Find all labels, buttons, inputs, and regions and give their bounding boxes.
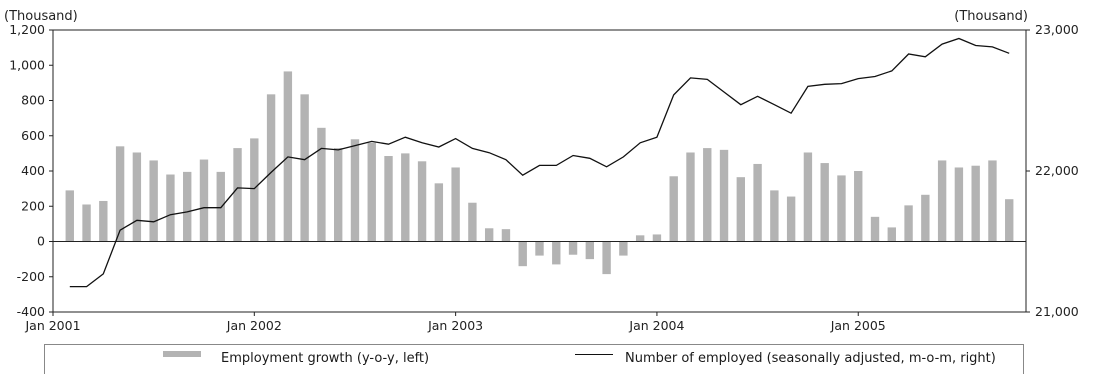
employment-growth-bar: [619, 241, 628, 256]
left-tick-label: -400: [17, 304, 45, 319]
right-tick-label: 23,000: [1035, 22, 1079, 37]
left-tick-label: 0: [37, 234, 45, 249]
employment-growth-bar: [199, 159, 209, 242]
employment-growth-bar: [333, 148, 343, 242]
legend-bar-swatch: [163, 351, 201, 357]
employment-growth-bar: [501, 229, 511, 242]
x-tick-label: Jan 2002: [226, 318, 282, 333]
employment-growth-bar: [602, 241, 611, 275]
employment-growth-bar: [149, 160, 158, 242]
employment-growth-bar: [233, 148, 242, 242]
employment-growth-bar: [115, 146, 125, 242]
employment-growth-bar: [216, 171, 225, 242]
employment-growth-bar: [803, 152, 813, 242]
employment-growth-bar: [166, 174, 175, 242]
employment-growth-bar: [65, 190, 74, 242]
employment-chart: (Thousand) (Thousand) -400 -200 0 200 400 600…: [4, 9, 1079, 333]
legend-line-swatch: [575, 354, 613, 355]
employment-growth-bar: [585, 241, 595, 260]
employment-growth-bar: [736, 177, 746, 242]
x-tick-label: Jan 2003: [427, 318, 483, 333]
employment-growth-bar: [82, 204, 91, 242]
employment-growth-bar: [401, 153, 410, 242]
legend-bar-label: Employment growth (y-o-y, left): [221, 351, 430, 366]
employment-growth-bar: [635, 235, 645, 242]
employment-growth-bar: [518, 241, 527, 267]
left-tick-label: 600: [21, 128, 45, 143]
legend-line-label: Number of employed (seasonally adjusted,…: [625, 351, 996, 366]
employment-growth-bar: [669, 176, 678, 242]
employment-growth-bar: [904, 205, 913, 242]
employment-growth-bar: [988, 160, 997, 242]
employment-growth-bar: [686, 152, 695, 242]
left-tick-label: 1,000: [9, 57, 45, 72]
line-series: [69, 37, 1010, 288]
right-axis-unit: (Thousand): [954, 9, 1028, 24]
employment-growth-bar: [921, 194, 930, 242]
employment-growth-bar: [786, 196, 796, 242]
right-tick-label: 22,000: [1035, 163, 1079, 178]
employment-growth-bar: [568, 241, 578, 255]
employment-growth-bar: [250, 138, 259, 242]
employment-growth-bar: [652, 234, 662, 242]
left-tick-label: 200: [21, 198, 45, 213]
employment-growth-bar: [770, 190, 779, 242]
employment-growth-bar: [266, 94, 276, 242]
employment-growth-bar: [367, 142, 376, 242]
left-tick-label: 1,200: [9, 22, 45, 37]
left-tick-label: 800: [21, 93, 45, 108]
employment-growth-bar: [837, 175, 846, 242]
employment-growth-bar: [870, 216, 880, 242]
x-axis: Jan 2001 Jan 2002 Jan 2003 Jan 2004 Jan 2005: [24, 312, 886, 333]
employment-growth-bar: [99, 200, 108, 242]
employment-growth-bar: [350, 139, 360, 242]
left-tick-label: 400: [21, 163, 45, 178]
x-tick-label: Jan 2004: [628, 318, 684, 333]
left-axis-unit: (Thousand): [4, 9, 78, 24]
employment-growth-bar: [703, 148, 712, 242]
legend: Employment growth (y-o-y, left) Number o…: [44, 344, 1024, 374]
employment-growth-bar: [971, 165, 980, 242]
left-tick-label: -200: [17, 269, 45, 284]
right-axis: 21,000 22,000 23,000: [1026, 22, 1079, 319]
employment-growth-bar: [484, 228, 494, 242]
employment-growth-bar: [183, 171, 192, 242]
employment-growth-bar: [937, 160, 947, 242]
employment-growth-bar: [854, 171, 863, 242]
employment-growth-bar: [954, 167, 964, 242]
left-axis: -400 -200 0 200 400 600 800 1,000 1,200: [9, 22, 53, 319]
employment-growth-bar: [417, 161, 427, 242]
right-tick-label: 21,000: [1035, 304, 1079, 319]
employment-growth-bar: [820, 163, 829, 242]
plot-frame: [52, 29, 1027, 313]
x-tick-label: Jan 2005: [830, 318, 886, 333]
employment-growth-bar: [552, 241, 561, 265]
employment-growth-bar: [1005, 199, 1014, 242]
x-tick-label: Jan 2001: [24, 318, 80, 333]
employment-growth-bar: [451, 167, 460, 242]
employment-growth-bar: [434, 183, 444, 242]
bar-series: [65, 71, 1014, 275]
employment-growth-bar: [753, 163, 762, 242]
employment-growth-bar: [468, 202, 477, 242]
employment-growth-bar: [384, 156, 393, 242]
employment-growth-bar: [887, 227, 896, 242]
employment-growth-bar: [719, 149, 729, 242]
employment-growth-bar: [317, 127, 326, 242]
employment-growth-bar: [132, 152, 142, 242]
employment-growth-bar: [300, 94, 309, 242]
employment-growth-bar: [535, 241, 544, 256]
